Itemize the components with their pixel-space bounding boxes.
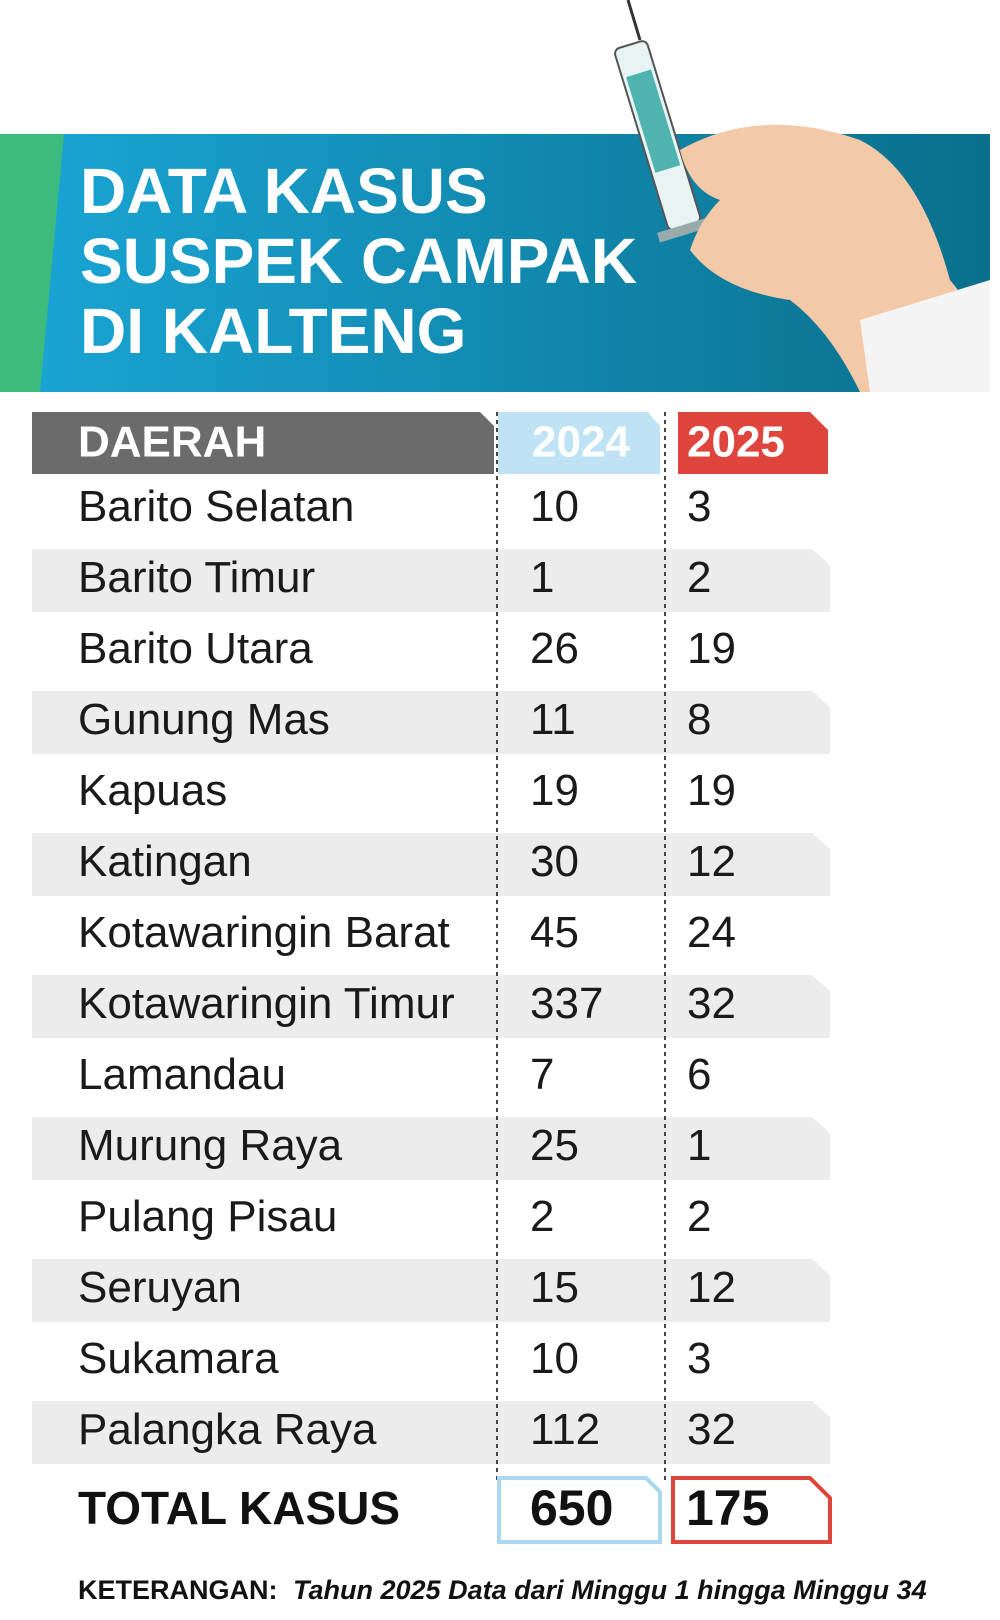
cases-2024: 337 [530,979,603,1028]
cases-2025: 3 [687,482,711,531]
region-name: Sukamara [78,1334,279,1383]
region-name: Palangka Raya [78,1405,377,1454]
syringe-illustration [614,0,990,392]
region-name: Barito Utara [78,624,313,673]
cases-2025: 2 [687,553,711,602]
cases-2024: 2 [530,1192,554,1241]
cases-2024: 10 [530,482,579,531]
note-text: Tahun 2025 Data dari Minggu 1 hingga Min… [293,1575,927,1605]
cases-2025: 12 [687,1263,736,1312]
row-band [32,1401,830,1464]
cases-2025: 19 [687,624,736,673]
row-band [32,1259,830,1322]
cases-2025: 3 [687,1334,711,1383]
total-2024: 650 [530,1480,613,1536]
cases-2025: 19 [687,766,736,815]
row-band [32,975,830,1038]
cases-2025: 6 [687,1050,711,1099]
region-name: Gunung Mas [78,695,330,744]
row-band [32,833,830,896]
cases-2024: 15 [530,1263,579,1312]
region-name: Kotawaringin Barat [78,908,450,957]
cases-2024: 7 [530,1050,554,1099]
cases-2024: 26 [530,624,579,673]
cases-2025: 24 [687,908,736,957]
cases-2024: 30 [530,837,579,886]
header-cell: 2025 [687,418,785,467]
cases-2024: 10 [530,1334,579,1383]
note-label: KETERANGAN: [78,1575,278,1605]
cases-2025: 32 [687,1405,736,1454]
region-name: Seruyan [78,1263,242,1312]
title-line: DATA KASUS [80,155,488,227]
region-name: Murung Raya [78,1121,343,1170]
cases-2024: 1 [530,553,554,602]
cases-2024: 11 [530,695,576,744]
cases-2024: 25 [530,1121,579,1170]
row-band [32,691,830,754]
total-label: TOTAL KASUS [78,1482,400,1534]
cases-2024: 45 [530,908,579,957]
note: KETERANGAN: Tahun 2025 Data dari Minggu … [78,1575,927,1605]
total-row: TOTAL KASUS 650 175 [78,1476,832,1544]
cases-2025: 12 [687,837,736,886]
region-name: Katingan [78,837,252,886]
title-line: DI KALTENG [80,295,466,367]
region-name: Barito Timur [78,553,315,602]
header-cell: 2024 [532,418,630,467]
region-name: Lamandau [78,1050,286,1099]
cases-2025: 8 [687,695,711,744]
region-name: Barito Selatan [78,482,354,531]
dividers [496,412,666,1480]
cases-2025: 1 [687,1121,711,1170]
cases-2024: 19 [530,766,579,815]
cases-2025: 32 [687,979,736,1028]
title: DATA KASUS SUSPEK CAMPAK DI KALTENG [80,155,637,367]
total-2025: 175 [686,1480,769,1536]
cases-2024: 112 [530,1405,600,1454]
cases-2025: 2 [687,1192,711,1241]
region-name: Pulang Pisau [78,1192,337,1241]
row-band [32,1117,830,1180]
region-name: Kapuas [78,766,227,815]
table-header: DAERAH 2024 2025 [32,412,828,474]
region-name: Kotawaringin Timur [78,979,455,1028]
header-cell: DAERAH [78,418,266,467]
row-band [32,549,830,612]
title-line: SUSPEK CAMPAK [80,225,637,297]
